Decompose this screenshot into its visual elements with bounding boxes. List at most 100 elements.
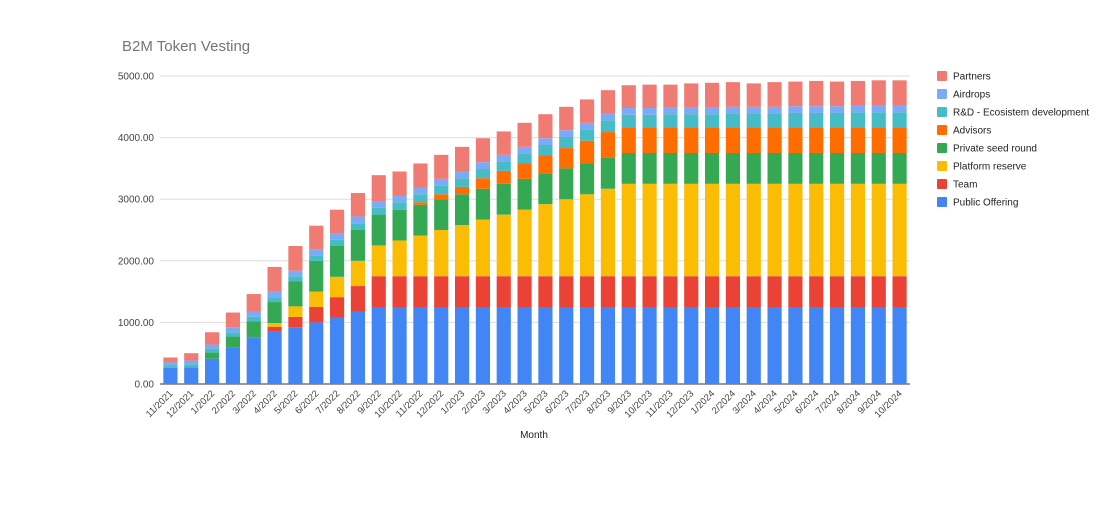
bar-segment xyxy=(455,307,470,384)
bar-segment xyxy=(434,307,449,384)
bar-segment xyxy=(725,276,740,307)
bar-segment xyxy=(892,153,907,184)
bar-segment xyxy=(267,266,282,292)
bar-segment xyxy=(809,276,824,307)
bar-segment xyxy=(163,367,178,384)
bar-segment xyxy=(517,153,532,164)
bar-segment xyxy=(517,122,532,147)
y-tick-label: 4000.00 xyxy=(118,133,155,144)
bar-segment xyxy=(850,112,865,128)
bar-segment xyxy=(559,148,574,169)
bar-segment xyxy=(413,276,428,307)
bar-segment xyxy=(184,360,199,365)
bar-segment xyxy=(600,132,615,158)
bar-segment xyxy=(559,136,574,149)
bar-segment xyxy=(225,336,240,348)
bar-segment xyxy=(350,286,365,312)
bar-segment xyxy=(871,153,886,184)
bar-segment xyxy=(246,316,261,322)
bars xyxy=(163,80,907,384)
bar-segment xyxy=(475,276,490,307)
bar-segment xyxy=(850,127,865,153)
bar-segment xyxy=(642,84,657,109)
bar-segment xyxy=(580,129,595,141)
bar-segment xyxy=(288,246,303,271)
bar-segment xyxy=(538,144,553,156)
bar-segment xyxy=(725,106,740,114)
bar-segment xyxy=(621,114,636,128)
bar-segment xyxy=(663,84,678,108)
bar-segment xyxy=(434,154,449,179)
bar-segment xyxy=(392,202,407,210)
bar-segment xyxy=(392,240,407,277)
bar-segment xyxy=(559,168,574,200)
bar-segment xyxy=(413,163,428,188)
bar-segment xyxy=(267,326,282,332)
legend-label: Airdrops xyxy=(953,90,990,101)
legend-label: Public Offering xyxy=(953,198,1018,209)
bar-segment xyxy=(746,106,761,114)
bar-segment xyxy=(809,153,824,184)
bar-segment xyxy=(767,307,782,384)
bar-segment xyxy=(788,127,803,153)
bar-segment xyxy=(163,365,178,368)
bar-segment xyxy=(413,194,428,203)
bar-segment xyxy=(288,281,303,307)
legend-label: Platform reserve xyxy=(953,162,1027,173)
bar-segment xyxy=(788,81,803,107)
bar-segment xyxy=(475,219,490,277)
bar-segment xyxy=(413,202,428,205)
bar-segment xyxy=(538,204,553,277)
bar-segment xyxy=(496,161,511,171)
bar-segment xyxy=(600,157,615,189)
bar-segment xyxy=(705,114,720,128)
bar-segment xyxy=(809,127,824,153)
y-tick-label: 1000.00 xyxy=(118,318,155,329)
legend-swatch xyxy=(937,89,947,99)
bar-segment xyxy=(538,173,553,205)
bar-segment xyxy=(892,276,907,307)
bar-segment xyxy=(705,276,720,307)
bar-segment xyxy=(184,364,199,368)
bar-segment xyxy=(434,178,449,186)
bar-segment xyxy=(850,80,865,106)
bar-segment xyxy=(225,327,240,333)
bar-segment xyxy=(705,307,720,384)
bar-segment xyxy=(788,183,803,277)
bar-segment xyxy=(600,120,615,133)
bar-segment xyxy=(538,276,553,307)
bar-segment xyxy=(475,162,490,170)
bar-segment xyxy=(746,307,761,384)
bar-segment xyxy=(267,323,282,327)
bar-segment xyxy=(371,207,386,215)
bar-segment xyxy=(621,153,636,184)
bar-segment xyxy=(288,316,303,328)
bar-segment xyxy=(871,127,886,153)
bar-segment xyxy=(496,154,511,162)
bar-segment xyxy=(871,183,886,277)
bar-segment xyxy=(246,337,261,384)
bar-segment xyxy=(309,307,324,323)
bar-segment xyxy=(767,113,782,128)
bar-segment xyxy=(767,183,782,277)
bar-segment xyxy=(205,344,220,349)
bar-segment xyxy=(642,307,657,384)
bar-segment xyxy=(663,307,678,384)
bar-segment xyxy=(642,183,657,277)
bar-segment xyxy=(580,140,595,164)
bar-segment xyxy=(205,348,220,353)
bar-segment xyxy=(767,127,782,153)
bar-segment xyxy=(455,276,470,307)
bar-segment xyxy=(642,114,657,128)
bar-segment xyxy=(392,307,407,384)
legend-label: Advisors xyxy=(953,126,991,137)
bar-segment xyxy=(330,246,345,277)
bar-segment xyxy=(475,307,490,384)
bar-segment xyxy=(434,199,449,230)
bar-segment xyxy=(871,105,886,113)
bar-segment xyxy=(580,307,595,384)
bar-segment xyxy=(725,82,740,107)
bar-segment xyxy=(434,185,449,195)
bar-segment xyxy=(538,138,553,145)
bar-segment xyxy=(309,291,324,307)
